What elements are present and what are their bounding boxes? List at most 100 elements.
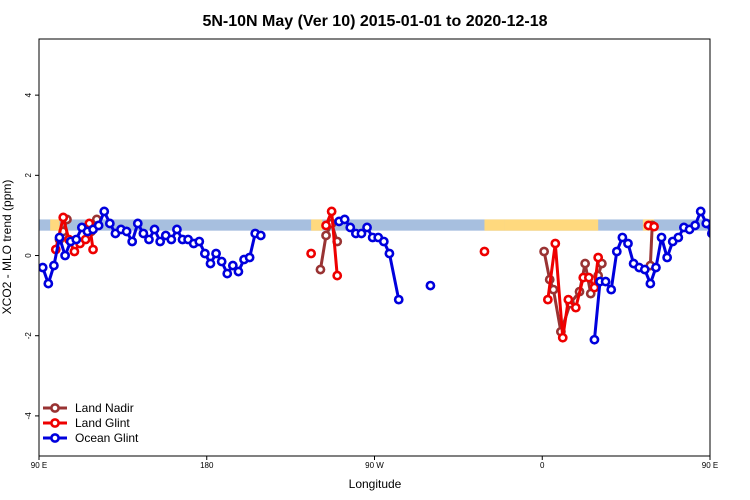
legend-marker [50,418,60,428]
data-point [393,294,404,305]
series-land-nadir [54,214,745,337]
data-point [356,228,367,239]
y-tick-label: 4 [24,92,33,97]
data-point [583,272,594,283]
data-point [166,234,177,245]
legend-label: Land Glint [75,416,130,430]
data-point [88,244,98,255]
data-point [54,232,65,243]
land-band-segment [311,219,323,231]
data-point [734,236,741,243]
data-point [580,258,591,269]
y-axis: -4 -2 0 2 4 [24,92,39,419]
data-point [557,332,568,343]
data-point [645,278,656,289]
data-point [611,246,622,257]
data-point [639,264,650,275]
data-point [600,276,611,287]
data-point [121,226,132,237]
data-point [714,226,721,233]
data-point [132,218,143,229]
data-point [662,252,673,263]
data-point [194,236,205,247]
data-point [172,224,182,235]
data-point [199,248,210,259]
series-line [716,217,722,250]
legend-marker [50,403,60,413]
data-point [362,222,372,233]
data-point [104,218,115,229]
x-tick-label: 180 [200,461,214,470]
data-point [589,334,600,345]
data-point [718,213,725,220]
x-axis: 90 E 180 90 W 0 90 E [31,456,718,470]
data-point [542,294,553,305]
data-point [593,252,604,263]
data-point [729,236,736,243]
legend-label: Ocean Glint [75,431,139,445]
data-point [71,234,82,245]
data-point [244,252,255,263]
data-point [149,224,160,235]
y-tick-label: -4 [24,412,33,420]
data-point [155,236,166,247]
series-layer [39,206,750,345]
x-tick-label: 90 E [31,461,47,470]
series-line [727,219,742,259]
series-line [732,229,750,252]
legend-label: Land Nadir [75,401,134,415]
data-point [233,266,244,277]
data-point [80,234,91,245]
ocean-band [39,219,710,231]
data-point [216,256,227,267]
plot-frame [38,38,711,457]
data-point [734,224,741,231]
data-point [321,230,331,241]
data-point [315,264,326,275]
land-band-segment [484,219,505,231]
data-point [651,262,661,273]
data-point [378,236,389,247]
data-point [43,278,54,289]
data-point [332,270,343,281]
data-point [736,230,743,237]
data-point [306,248,317,259]
data-point [723,256,730,263]
land-band-segment [504,219,599,231]
x-tick-label: 90 E [702,461,718,470]
data-point [339,214,350,225]
land-band-segment [731,219,742,230]
data-point [345,222,356,233]
y-axis-label: XCO2 - MLO trend (ppm) [0,180,14,315]
data-point [729,249,736,256]
data-point [649,221,659,232]
data-point [222,268,233,279]
data-point [738,246,745,253]
x-tick-label: 90 W [365,461,384,470]
data-point [695,206,706,217]
data-point [550,238,561,249]
chart-title: 5N-10N May (Ver 10) 2015-01-01 to 2020-1… [202,13,547,30]
data-point [205,258,216,269]
data-point [738,216,745,223]
data-point [719,228,726,235]
data-point [69,246,80,257]
data-point [712,246,719,253]
legend-marker [50,433,60,443]
series-line [648,225,654,266]
data-point [706,228,710,238]
data-point [326,206,337,217]
data-point [93,220,104,231]
data-point [60,250,70,261]
data-point [570,302,581,313]
data-point [227,260,238,271]
data-point [255,230,266,241]
data-point [127,236,138,247]
data-point [623,238,633,249]
land-band-segment [50,219,60,231]
data-point [49,260,59,271]
data-point [144,234,154,245]
data-point [744,226,750,233]
series-ocean-glint [39,206,743,345]
